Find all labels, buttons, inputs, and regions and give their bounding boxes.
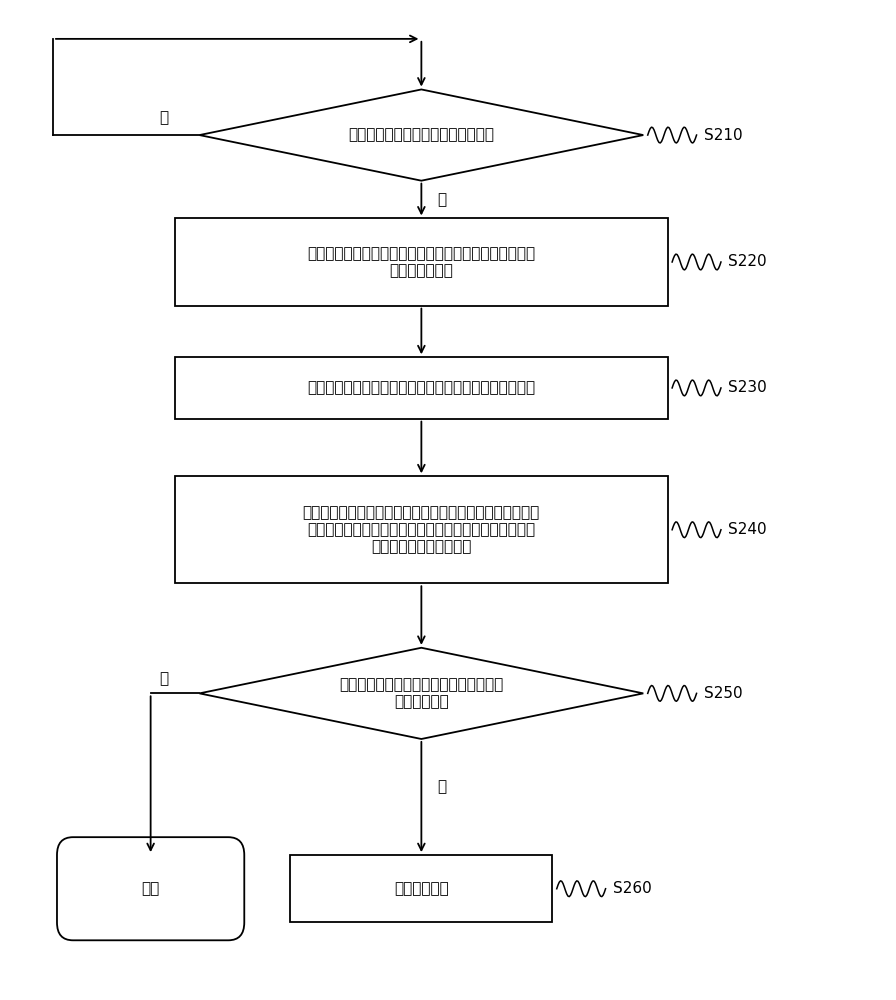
Text: S220: S220	[728, 254, 767, 269]
Text: S250: S250	[703, 686, 742, 701]
Text: S210: S210	[703, 128, 742, 143]
Text: 结束: 结束	[142, 881, 159, 896]
Text: S230: S230	[728, 380, 767, 395]
Text: S240: S240	[728, 522, 767, 537]
Text: 如果红外反射强度值超出预设的强度值范围，则对接近传感
器的发射功率进行调整，直到接近传感器得到的红外反射
强度值位于强度值范围内: 如果红外反射强度值超出预设的强度值范围，则对接近传感 器的发射功率进行调整，直到…	[303, 505, 540, 555]
Text: 检测接近传感器的工作电流值是否在预设
的阈值范围内: 检测接近传感器的工作电流值是否在预设 的阈值范围内	[340, 677, 504, 710]
Text: S260: S260	[613, 881, 651, 896]
Text: 确定在本次显示过程中接近传感器处于未被用户身体部位
遮挡的目标状态: 确定在本次显示过程中接近传感器处于未被用户身体部位 遮挡的目标状态	[307, 246, 536, 278]
Text: 是: 是	[159, 671, 168, 686]
Text: 是: 是	[437, 192, 446, 207]
Bar	[175, 218, 668, 306]
Text: 进行报警提示: 进行报警提示	[394, 881, 449, 896]
Text: 否: 否	[159, 110, 168, 125]
Text: 检测通讯录界面是否显示在终端屏幕: 检测通讯录界面是否显示在终端屏幕	[349, 128, 495, 143]
Bar	[175, 357, 668, 419]
Text: 否: 否	[437, 780, 446, 795]
Text: 获取接近传感器在所述目标状态下得到的红外反射强度值: 获取接近传感器在所述目标状态下得到的红外反射强度值	[307, 380, 536, 395]
Bar	[290, 855, 552, 922]
Bar	[175, 476, 668, 583]
